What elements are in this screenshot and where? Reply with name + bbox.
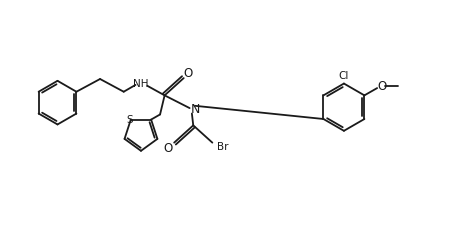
Text: N: N xyxy=(190,102,199,115)
Text: O: O xyxy=(183,67,192,80)
Text: Cl: Cl xyxy=(338,71,349,81)
Text: NH: NH xyxy=(133,78,148,88)
Text: Br: Br xyxy=(216,142,228,152)
Text: O: O xyxy=(376,80,385,93)
Text: S: S xyxy=(126,114,133,124)
Text: O: O xyxy=(163,141,172,154)
